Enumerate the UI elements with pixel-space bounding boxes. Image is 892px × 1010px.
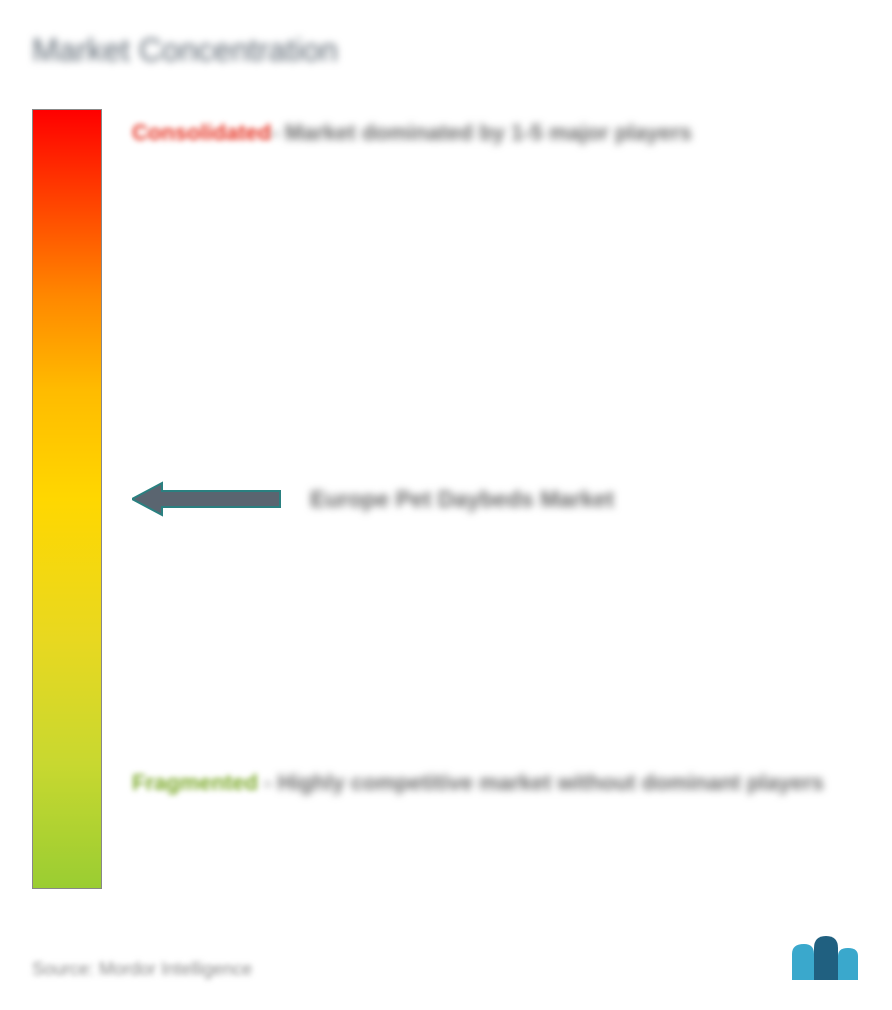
consolidated-block: Consolidated- Market dominated by 1-5 ma… (132, 109, 840, 157)
page-title: Market Concentration (32, 32, 860, 69)
source-text: Source: Mordor Intelligence (32, 959, 252, 980)
concentration-gradient-bar (32, 109, 102, 889)
footer: Source: Mordor Intelligence (32, 936, 860, 980)
consolidated-label: Consolidated (132, 120, 271, 145)
brand-logo (790, 936, 860, 980)
fragmented-label: Fragmented (132, 770, 258, 795)
consolidated-description: - Market dominated by 1-5 major players (271, 120, 692, 145)
market-name-label: Europe Pet Daybeds Market (310, 486, 614, 513)
text-column: Consolidated- Market dominated by 1-5 ma… (132, 109, 860, 909)
content-area: Consolidated- Market dominated by 1-5 ma… (32, 109, 860, 909)
arrow-left-icon (132, 479, 282, 519)
middle-marker-block: Europe Pet Daybeds Market (132, 479, 614, 519)
fragmented-description: - Highly competitive market without domi… (258, 770, 824, 795)
fragmented-block: Fragmented - Highly competitive market w… (132, 759, 840, 807)
